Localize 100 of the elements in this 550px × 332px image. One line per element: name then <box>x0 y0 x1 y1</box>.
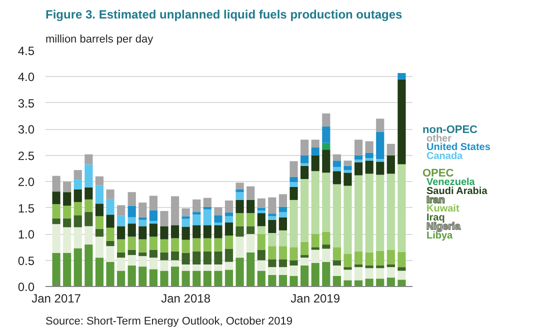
bar <box>365 160 374 174</box>
bar <box>106 198 114 215</box>
bar <box>214 251 222 264</box>
bar <box>398 280 406 286</box>
bar <box>344 186 352 254</box>
bar <box>182 218 190 227</box>
bar <box>322 244 330 249</box>
bar <box>203 264 212 271</box>
bar <box>95 236 104 258</box>
bar <box>257 226 266 234</box>
bar <box>117 252 126 258</box>
bar <box>290 161 298 177</box>
bar <box>332 266 341 276</box>
bar <box>376 250 384 266</box>
bar <box>300 178 309 242</box>
bar <box>257 208 266 210</box>
bar <box>332 184 341 248</box>
bar <box>257 270 266 286</box>
bar <box>268 233 276 246</box>
bar <box>138 202 147 218</box>
bar <box>138 220 147 226</box>
bar <box>322 113 330 127</box>
bar <box>257 234 266 250</box>
bar <box>322 172 330 232</box>
bar <box>332 154 341 161</box>
bar <box>182 240 190 253</box>
bar <box>138 239 147 252</box>
bar <box>344 270 352 280</box>
bar <box>203 209 212 226</box>
bar <box>236 236 244 258</box>
bar <box>117 205 126 216</box>
bar <box>332 260 341 266</box>
bar <box>74 215 82 228</box>
bar <box>214 215 222 223</box>
bar <box>84 199 93 212</box>
bar <box>138 266 147 286</box>
bar <box>84 212 93 226</box>
bar <box>376 132 384 160</box>
bar <box>128 250 136 256</box>
bar <box>376 174 384 251</box>
bar <box>138 252 147 256</box>
bar <box>257 250 266 260</box>
bar <box>278 212 288 218</box>
bar <box>290 186 298 200</box>
bar <box>344 160 352 166</box>
bar <box>182 226 190 240</box>
bar <box>300 266 309 286</box>
bar <box>84 226 93 245</box>
y-axis-title: million barrels per day <box>46 34 154 46</box>
bar <box>160 260 168 271</box>
bar <box>322 262 330 286</box>
bar <box>278 274 288 286</box>
bar <box>386 144 395 156</box>
bar <box>365 174 374 252</box>
bar <box>63 227 72 253</box>
bar <box>214 222 222 226</box>
bar <box>322 232 330 245</box>
bar <box>332 276 341 286</box>
bar <box>170 196 180 226</box>
bar <box>106 214 114 228</box>
bar <box>128 266 136 286</box>
bar <box>376 162 384 175</box>
bar <box>300 163 309 166</box>
bar <box>214 225 222 238</box>
bar <box>290 182 298 187</box>
bar <box>160 210 168 226</box>
bar <box>376 159 384 162</box>
bar <box>149 250 158 258</box>
bar <box>365 266 374 268</box>
bar <box>84 244 93 286</box>
y-tick-label: 1.5 <box>18 201 35 216</box>
bar <box>246 252 255 286</box>
text: Libya <box>426 230 454 242</box>
x-tick-label: Jan 2017 <box>32 292 82 306</box>
y-tick-label: 0.0 <box>18 280 35 294</box>
bar <box>398 164 406 252</box>
bar <box>117 239 126 252</box>
bar <box>106 246 114 262</box>
bar <box>332 247 341 260</box>
bar <box>268 216 276 220</box>
bar <box>278 194 288 207</box>
bar <box>278 267 288 275</box>
text: Iraq <box>426 212 445 224</box>
bar <box>300 255 309 258</box>
bar <box>344 166 352 170</box>
bar <box>311 262 320 286</box>
bar <box>376 118 384 132</box>
bar <box>138 217 147 220</box>
bar <box>182 270 190 286</box>
bar <box>138 256 147 267</box>
y-tick-label: 2.5 <box>18 148 35 163</box>
bar <box>290 200 298 248</box>
bar <box>354 140 363 156</box>
bar <box>278 246 288 260</box>
bar <box>192 238 201 252</box>
bar <box>278 217 288 230</box>
bar <box>182 216 190 219</box>
bar <box>170 225 180 238</box>
bar <box>52 224 60 253</box>
bar <box>128 224 136 237</box>
